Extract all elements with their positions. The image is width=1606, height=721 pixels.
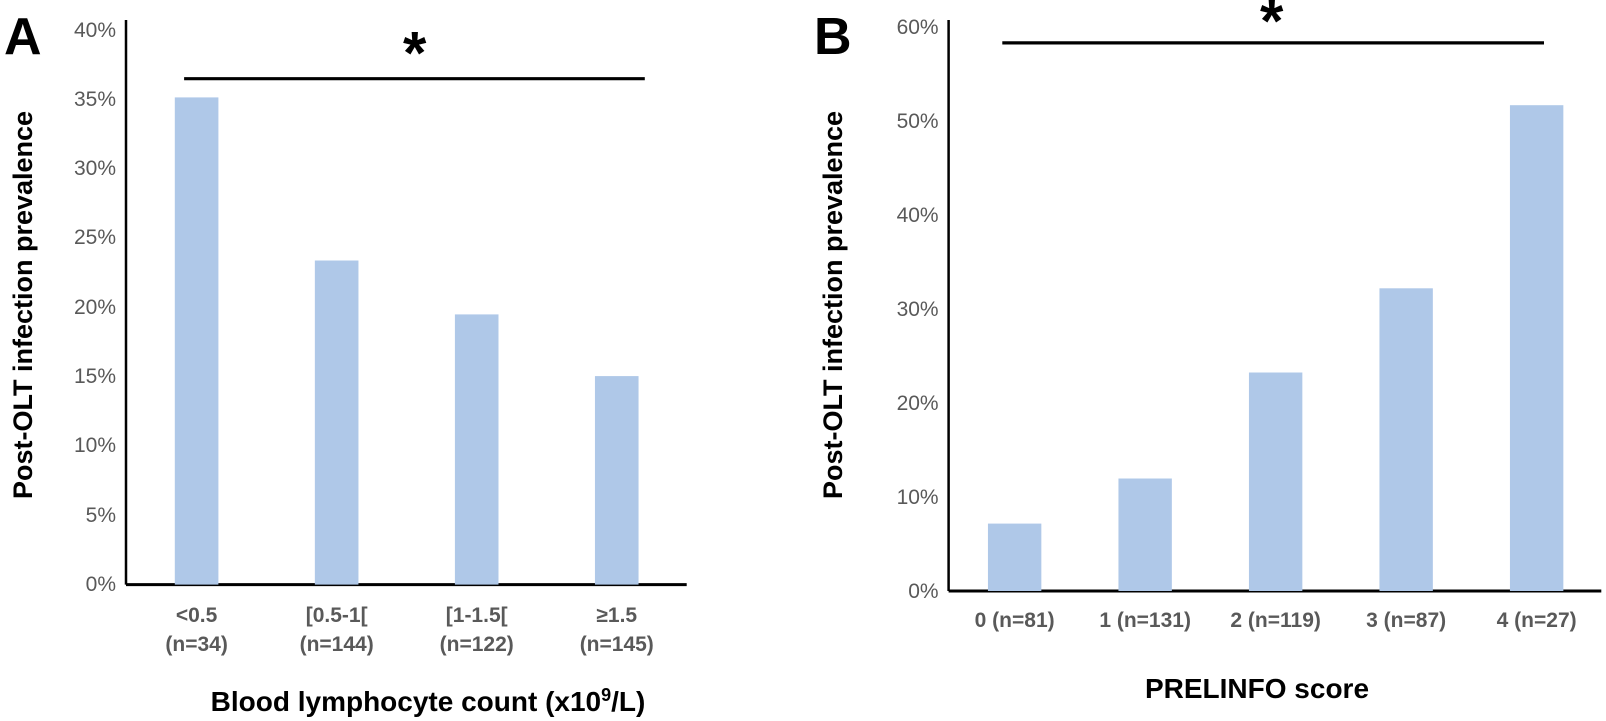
svg-text:10%: 10% [74, 434, 116, 457]
svg-text:5%: 5% [86, 504, 116, 527]
svg-text:35%: 35% [74, 88, 116, 111]
svg-text:<0.5: <0.5 [176, 604, 218, 627]
svg-text:B: B [814, 8, 852, 66]
svg-text:20%: 20% [74, 296, 116, 319]
svg-text:10%: 10% [897, 486, 939, 509]
svg-text:*: * [1260, 0, 1284, 55]
svg-text:0%: 0% [908, 580, 938, 603]
svg-text:Post-OLT infection prevalence: Post-OLT infection prevalence [8, 111, 38, 499]
svg-text:1 (n=131): 1 (n=131) [1099, 609, 1191, 632]
svg-text:4 (n=27): 4 (n=27) [1497, 609, 1577, 632]
svg-text:Post-OLT infection prevalence: Post-OLT infection prevalence [818, 111, 848, 499]
svg-text:(n=122): (n=122) [440, 633, 514, 656]
svg-text:40%: 40% [74, 19, 116, 42]
svg-text:(n=145): (n=145) [580, 633, 654, 656]
svg-text:A: A [4, 8, 42, 66]
svg-text:50%: 50% [897, 110, 939, 133]
svg-text:(n=34): (n=34) [165, 633, 227, 656]
svg-text:3 (n=87): 3 (n=87) [1366, 609, 1446, 632]
svg-text:PRELINFO score: PRELINFO score [1145, 673, 1369, 704]
svg-text:15%: 15% [74, 365, 116, 388]
svg-text:(n=144): (n=144) [300, 633, 374, 656]
svg-text:20%: 20% [897, 392, 939, 415]
svg-text:[1-1.5[: [1-1.5[ [446, 604, 508, 627]
svg-text:30%: 30% [74, 157, 116, 180]
svg-text:*: * [403, 20, 427, 87]
svg-text:Blood lymphocyte count (x109/L: Blood lymphocyte count (x109/L) [211, 685, 646, 717]
svg-text:30%: 30% [897, 298, 939, 321]
svg-text:0%: 0% [86, 573, 116, 596]
svg-text:25%: 25% [74, 226, 116, 249]
svg-text:≥1.5: ≥1.5 [596, 604, 637, 627]
svg-text:0 (n=81): 0 (n=81) [975, 609, 1055, 632]
svg-text:40%: 40% [897, 204, 939, 227]
svg-text:2 (n=119): 2 (n=119) [1230, 609, 1320, 632]
svg-text:[0.5-1[: [0.5-1[ [306, 604, 368, 627]
svg-text:60%: 60% [897, 16, 939, 39]
